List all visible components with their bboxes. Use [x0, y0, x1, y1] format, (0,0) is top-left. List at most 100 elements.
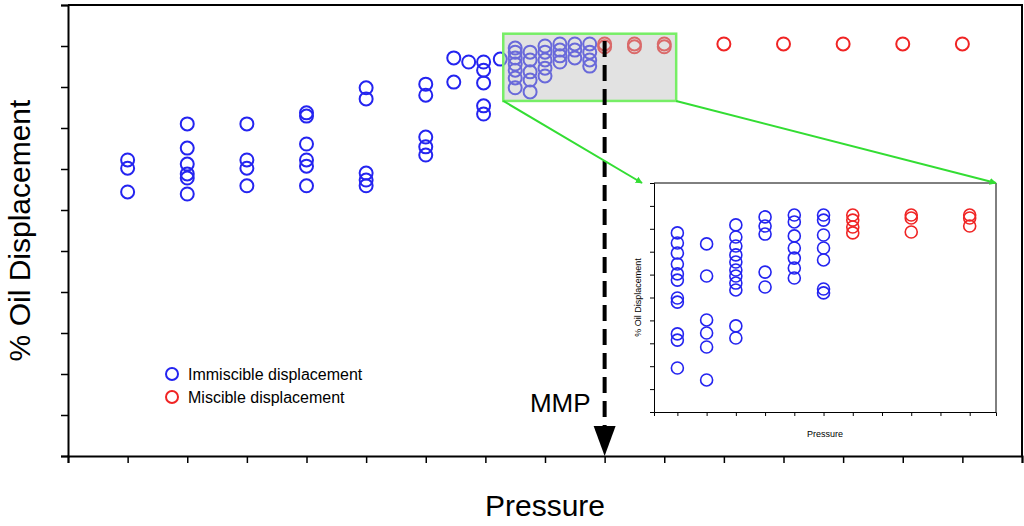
inset-background [654, 183, 996, 412]
y-tick [61, 374, 68, 375]
x-tick-mark [677, 412, 678, 416]
x-tick [736, 412, 737, 416]
scatter-point [964, 220, 976, 232]
scatter-point [788, 272, 800, 284]
x-tick-mark [545, 456, 547, 463]
scatter-point [759, 228, 771, 240]
x-tick [962, 456, 963, 463]
x-tick [970, 412, 971, 416]
scatter-point [477, 76, 490, 89]
zoom-box [503, 34, 676, 101]
y-tick [650, 206, 654, 207]
y-tick-mark [650, 183, 654, 184]
y-tick [650, 275, 654, 276]
legend-marker [166, 391, 178, 403]
x-tick-mark [824, 412, 825, 416]
zoom-connector [503, 101, 642, 183]
y-tick [61, 5, 68, 6]
legend-label: Immiscible displacement [188, 366, 363, 383]
x-tick-mark [426, 456, 428, 463]
x-tick [187, 456, 188, 463]
x-tick [882, 412, 883, 416]
scatter-point [730, 284, 742, 296]
scatter-point [360, 179, 373, 192]
x-tick-mark [940, 412, 941, 416]
y-tick [650, 366, 654, 367]
zoom-connector [676, 101, 996, 183]
x-tick-mark [843, 456, 845, 463]
scatter-point [717, 37, 730, 50]
scatter-point [701, 238, 713, 250]
scatter-point [730, 219, 742, 231]
scatter-point [788, 209, 800, 221]
x-tick-mark [903, 456, 905, 463]
chart-0: MMPPressure% Oil DisplacementImmiscible … [3, 5, 1023, 522]
series-1 [847, 209, 976, 239]
x-tick [824, 412, 825, 416]
scatter-point [181, 117, 194, 130]
scatter-point [419, 149, 432, 162]
y-tick [61, 87, 68, 88]
scatter-point [701, 374, 713, 386]
plot-frame [68, 5, 1022, 456]
scatter-point [896, 37, 909, 50]
x-tick-mark [366, 456, 368, 463]
y-tick [650, 229, 654, 230]
y-tick [61, 292, 68, 293]
x-tick-mark [853, 412, 854, 416]
scatter-point [847, 227, 859, 239]
scatter-point [477, 108, 490, 121]
y-tick [650, 183, 654, 184]
y-tick-mark [61, 169, 68, 171]
x-tick-mark [765, 412, 766, 416]
y-tick-mark [650, 252, 654, 253]
x-tick [664, 456, 665, 463]
scatter-point [360, 92, 373, 105]
scatter-point [300, 137, 313, 150]
x-tick-mark [127, 456, 129, 463]
y-tick [61, 415, 68, 416]
x-tick [853, 412, 854, 416]
scatter-point [671, 334, 683, 346]
y-tick-mark [650, 343, 654, 344]
x-tick-mark [306, 456, 308, 463]
x-tick-mark [882, 412, 883, 416]
scatter-point [818, 229, 830, 241]
scatter-point [905, 209, 917, 221]
x-tick-mark [187, 456, 189, 463]
scatter-point [121, 162, 134, 175]
scatter-point [837, 37, 850, 50]
scatter-point [447, 51, 460, 64]
scatter-point [701, 327, 713, 339]
y-tick-mark [650, 275, 654, 276]
scatter-point [905, 226, 917, 238]
y-tick-mark [61, 87, 68, 89]
y-tick-mark [650, 389, 654, 390]
x-tick [1022, 456, 1023, 463]
y-tick-mark [61, 415, 68, 417]
y-tick-mark [650, 206, 654, 207]
scatter-point [818, 242, 830, 254]
y-tick-mark [61, 46, 68, 48]
scatter-point [818, 287, 830, 299]
x-tick [940, 412, 941, 416]
y-tick [650, 320, 654, 321]
y-tick [650, 412, 654, 413]
scatter-point [121, 185, 134, 198]
x-tick [605, 456, 606, 463]
x-tick [843, 456, 844, 463]
x-tick-mark [794, 412, 795, 416]
x-tick [545, 456, 546, 463]
scatter-point [447, 76, 460, 89]
scatter-point [956, 37, 969, 50]
scatter-point [300, 179, 313, 192]
x-tick [911, 412, 912, 416]
scatter-point [730, 277, 742, 289]
y-axis [61, 6, 69, 457]
x-tick-mark [783, 456, 785, 463]
scatter-point [730, 270, 742, 282]
x-axis [655, 412, 997, 416]
y-tick-mark [61, 251, 68, 253]
x-tick [724, 456, 725, 463]
scatter-point [181, 172, 194, 185]
